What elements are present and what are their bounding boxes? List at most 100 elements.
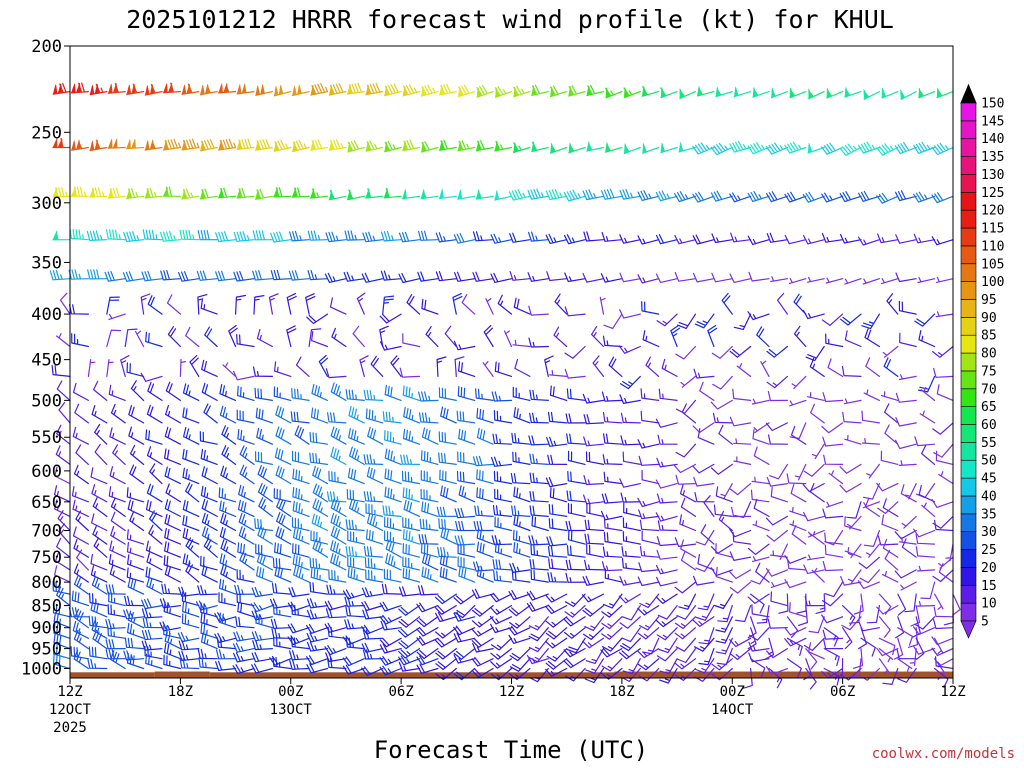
- wind-barb: [52, 187, 71, 198]
- wind-barb: [675, 474, 697, 485]
- wind-barb: [508, 605, 531, 617]
- wind-barb-staff: [766, 529, 788, 542]
- wind-barb: [878, 658, 890, 675]
- wind-barb-staff: [822, 508, 844, 519]
- wind-barb: [509, 648, 531, 662]
- wind-barb-staff: [108, 313, 126, 320]
- wind-barb: [599, 296, 606, 315]
- wind-barb: [398, 272, 421, 284]
- wind-barb: [438, 431, 457, 445]
- wind-barb: [655, 512, 678, 522]
- wind-barb: [270, 231, 292, 243]
- wind-barb-staff: [695, 605, 715, 621]
- wind-barb-staff: [126, 487, 145, 503]
- wind-barb: [461, 294, 476, 315]
- wind-barb-staff: [921, 444, 936, 465]
- wind-barb: [602, 335, 623, 348]
- wind-barb-staff: [327, 657, 347, 670]
- wind-barb-staff: [731, 506, 752, 518]
- wind-barb: [347, 189, 365, 201]
- wind-barb: [76, 549, 89, 571]
- wind-barb-staff: [91, 620, 108, 639]
- wind-barb-staff: [490, 272, 513, 283]
- wind-barb: [710, 190, 733, 202]
- wind-barb-staff: [416, 602, 439, 613]
- wind-barb: [236, 409, 255, 424]
- wind-barb-pennant: [476, 140, 481, 151]
- wind-barb: [475, 140, 494, 152]
- wind-barb-staff: [695, 529, 715, 546]
- wind-barb: [545, 477, 568, 488]
- wind-barb: [527, 188, 549, 200]
- wind-barb-staff: [699, 381, 715, 401]
- wind-barb: [619, 394, 641, 404]
- wind-barb: [876, 605, 899, 615]
- wind-barb: [476, 487, 494, 503]
- wind-barb-staff: [787, 558, 807, 571]
- colorbar-swatch: [960, 227, 977, 247]
- wind-barb: [105, 639, 126, 650]
- wind-barb-staff: [126, 529, 145, 545]
- wind-barb: [326, 491, 347, 503]
- wind-barb: [473, 520, 494, 532]
- wind-barb: [305, 293, 316, 315]
- wind-barb-staff: [382, 505, 402, 517]
- wind-barb-pennant: [89, 187, 95, 198]
- wind-barb-staff: [219, 578, 237, 595]
- wind-barb: [554, 293, 568, 315]
- wind-barb-pennant: [126, 83, 137, 95]
- wind-barb-staff: [509, 562, 531, 573]
- wind-barb-staff: [821, 233, 844, 243]
- wind-barb: [547, 411, 568, 424]
- wind-barb: [584, 616, 605, 631]
- wind-barb: [73, 649, 89, 670]
- wind-barb-staff: [123, 609, 145, 620]
- wind-barb: [914, 616, 936, 630]
- wind-barb: [453, 232, 476, 244]
- colorbar-swatch: [960, 406, 977, 425]
- colorbar-swatch: [960, 370, 977, 390]
- wind-barb: [751, 476, 770, 485]
- wind-barb-staff: [366, 466, 384, 485]
- wind-barb-staff: [417, 585, 439, 596]
- wind-barb-staff: [200, 485, 218, 503]
- wind-barb-staff: [324, 645, 347, 656]
- wind-barb-staff: [528, 616, 549, 631]
- wind-barb: [806, 554, 825, 561]
- wind-barb: [807, 143, 825, 154]
- wind-barb: [108, 486, 126, 503]
- wind-barb-staff: [729, 551, 752, 561]
- wind-barb-staff: [750, 489, 770, 503]
- wind-barb-staff: [564, 605, 586, 618]
- wind-barb-staff: [528, 337, 549, 348]
- wind-barb: [530, 569, 549, 583]
- wind-barb-staff: [658, 388, 678, 401]
- wind-barb-staff: [181, 591, 200, 607]
- wind-barb-pennant: [236, 139, 242, 150]
- wind-barb-staff: [805, 648, 818, 670]
- wind-barb: [124, 328, 138, 348]
- colorbar-swatch: [960, 174, 977, 193]
- wind-barb: [454, 507, 476, 519]
- wind-barb: [729, 637, 752, 648]
- wind-barb-staff: [915, 637, 925, 660]
- wind-barb: [584, 667, 605, 684]
- wind-barb-staff: [582, 273, 605, 283]
- wind-barb: [164, 564, 181, 583]
- wind-barb: [274, 447, 292, 465]
- wind-barb: [251, 586, 273, 598]
- wind-barb-staff: [201, 565, 218, 583]
- wind-barb-staff: [483, 325, 494, 348]
- wind-barb: [220, 564, 237, 583]
- wind-barb-staff: [608, 356, 623, 377]
- wind-barb: [379, 637, 402, 648]
- wind-barb-staff: [70, 646, 89, 660]
- wind-barb-staff: [583, 494, 605, 505]
- wind-barb-staff: [135, 330, 145, 348]
- wind-barb: [492, 433, 513, 445]
- wind-barb: [293, 565, 310, 583]
- wind-barb: [729, 273, 752, 283]
- wind-barb-staff: [326, 584, 347, 595]
- wind-barb-staff: [547, 572, 568, 583]
- wind-barb-staff: [306, 641, 329, 652]
